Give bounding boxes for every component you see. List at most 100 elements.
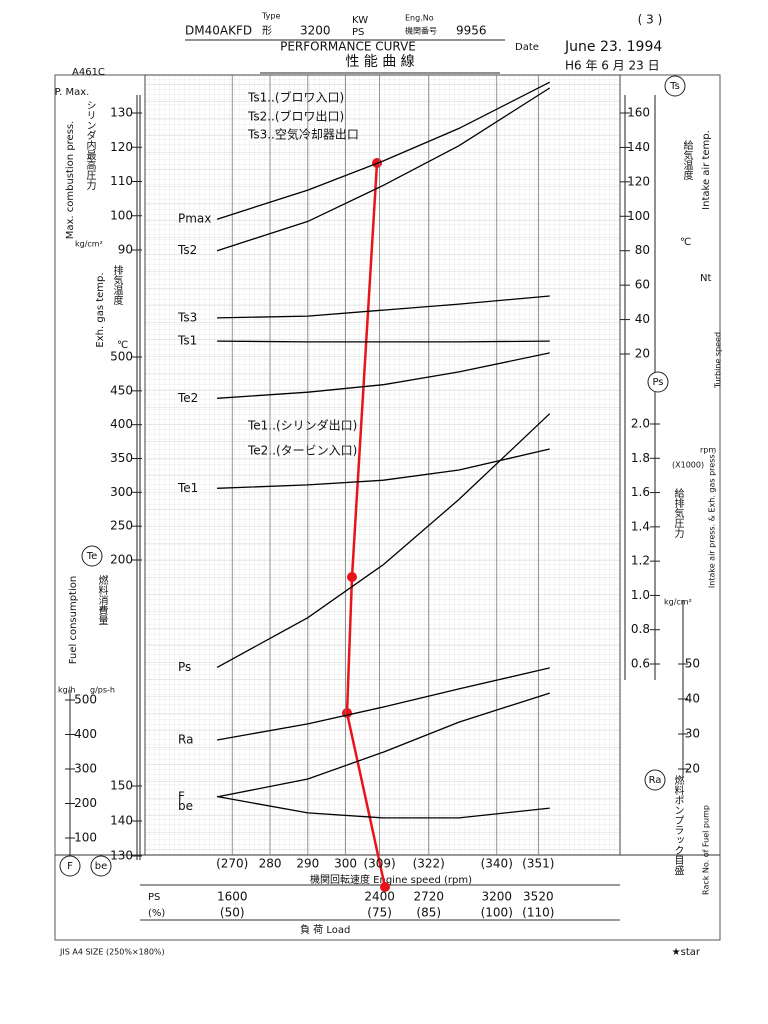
ps: PS — [352, 27, 364, 38]
output: 3200 — [300, 24, 331, 38]
x-tick-label: 300 — [334, 857, 357, 871]
curve — [216, 795, 550, 819]
x-tick-label: 280 — [259, 857, 282, 871]
axis-title: Turbine speed — [714, 332, 723, 389]
red-line — [345, 162, 387, 888]
axis-title: Rack No. of Fuel pump — [702, 805, 711, 895]
y-tick-label: 200 — [110, 553, 133, 567]
y-tick-label: 30 — [685, 727, 700, 741]
axis-title: 給気温度 — [681, 139, 693, 181]
y-tick-label: 150 — [110, 779, 133, 793]
axis-badge — [664, 75, 686, 97]
load-percent: (75) — [367, 906, 392, 920]
curve — [217, 448, 550, 489]
curve-label: Ts3 — [177, 310, 197, 324]
axis-unit: g/ps-h — [90, 686, 115, 695]
x-tick-label: (270) — [216, 857, 248, 871]
red-dot — [347, 572, 357, 582]
curve — [217, 295, 550, 319]
legend-entry: Ts1..(ブロワ入口) — [247, 90, 344, 105]
eng-no-label: Eng.No — [405, 14, 434, 23]
y-tick-label: 350 — [110, 451, 133, 465]
y-tick-label: 200 — [74, 796, 97, 810]
y-tick-label: 500 — [74, 693, 97, 707]
date-label: Date — [515, 42, 539, 53]
title-jp: 性 能 曲 線 — [345, 54, 414, 70]
curve-label: Ps — [178, 660, 191, 674]
y-tick-label: 20 — [635, 347, 650, 361]
load-percent: (110) — [522, 906, 554, 920]
y-tick-label: 130 — [110, 106, 133, 120]
y-tick-label: 1.2 — [631, 554, 650, 568]
footer-size: JIS A4 SIZE (250%×180%) — [59, 948, 165, 957]
y-tick-label: 140 — [627, 140, 650, 154]
axis-unit: kg/h — [58, 686, 75, 695]
axis-label: P. Max. — [55, 87, 90, 98]
axis-title: 燃料ポンプラック目盛 — [672, 774, 684, 875]
x-tick-label: 290 — [296, 857, 319, 871]
red-dot — [380, 882, 390, 892]
load-ps: 1600 — [217, 890, 248, 904]
axis-label: be — [95, 861, 108, 872]
curve-label: Te2 — [177, 391, 198, 405]
footer-brand: ★star — [672, 947, 701, 958]
y-tick-label: 300 — [110, 485, 133, 499]
y-tick-label: 140 — [110, 814, 133, 828]
y-tick-label: 2.0 — [631, 417, 650, 431]
y-tick-label: 40 — [635, 312, 650, 326]
axis-title: Intake air press. & Exh. gas press. — [708, 452, 717, 588]
x-tick-label: (351) — [522, 857, 554, 871]
axis-label: F — [67, 861, 73, 872]
axis-unit: ℃ — [117, 340, 128, 351]
load-ps: 3520 — [523, 890, 554, 904]
eng-no-jp: 機関番号 — [405, 26, 437, 36]
y-tick-label: 400 — [110, 417, 133, 431]
title: PERFORMANCE CURVE — [280, 40, 416, 54]
y-tick-label: 20 — [685, 762, 700, 776]
axis-badge — [644, 769, 666, 791]
y-tick-label: 400 — [74, 727, 97, 741]
legend-entry: Te2..(タービン入口) — [247, 444, 357, 458]
y-tick-label: 500 — [110, 350, 133, 364]
axis-title: 燃料消費量 — [96, 574, 108, 625]
y-tick-label: 100 — [627, 209, 650, 223]
curve-label: Ts2 — [177, 243, 197, 257]
kw: KW — [352, 15, 368, 26]
axis-label: Ts — [669, 81, 680, 92]
load-title: 負 荷 Load — [300, 924, 350, 936]
axis-unit: kg/cm² — [664, 598, 692, 607]
curve-label: Pmax — [178, 212, 211, 226]
legend-entry: Ts3..空気冷却器出口 — [247, 127, 359, 142]
curve-label: Ra — [178, 732, 193, 746]
y-tick-label: 1.8 — [631, 451, 650, 465]
axis-title: Max. combustion press. — [65, 121, 76, 240]
y-tick-label: 1.4 — [631, 519, 650, 533]
y-tick-label: 120 — [627, 174, 650, 188]
load-row-label: (%) — [148, 908, 165, 919]
load-ps: 2720 — [413, 890, 444, 904]
date: June 23. 1994 — [564, 39, 662, 55]
axis-label: Ps — [652, 377, 663, 388]
y-tick-label: 60 — [635, 278, 650, 292]
y-tick-label: 40 — [685, 692, 700, 706]
type-jp: 形 — [262, 25, 272, 37]
load-row-label: PS — [148, 892, 160, 903]
y-tick-label: 450 — [110, 383, 133, 397]
y-tick-label: 130 — [110, 849, 133, 863]
legend-entry: Te1..(シリンダ出口) — [247, 418, 357, 433]
y-tick-label: 160 — [627, 106, 650, 120]
x-tick-label: (322) — [413, 857, 445, 871]
curve-label: F — [178, 789, 185, 803]
axis-title: Intake air temp. — [701, 130, 712, 210]
load-percent: (85) — [416, 906, 441, 920]
curve — [216, 667, 550, 741]
axis-unit: rpm — [700, 446, 716, 455]
y-tick-label: 110 — [110, 174, 133, 188]
axis-title: シリンダ内最高圧力 — [84, 100, 96, 191]
axis-badge — [647, 371, 669, 393]
x-tick-label: (340) — [481, 857, 513, 871]
axis-title: 排気温度 — [111, 264, 123, 306]
eng-no: 9956 — [456, 24, 487, 38]
curve-label: Te1 — [177, 481, 198, 495]
